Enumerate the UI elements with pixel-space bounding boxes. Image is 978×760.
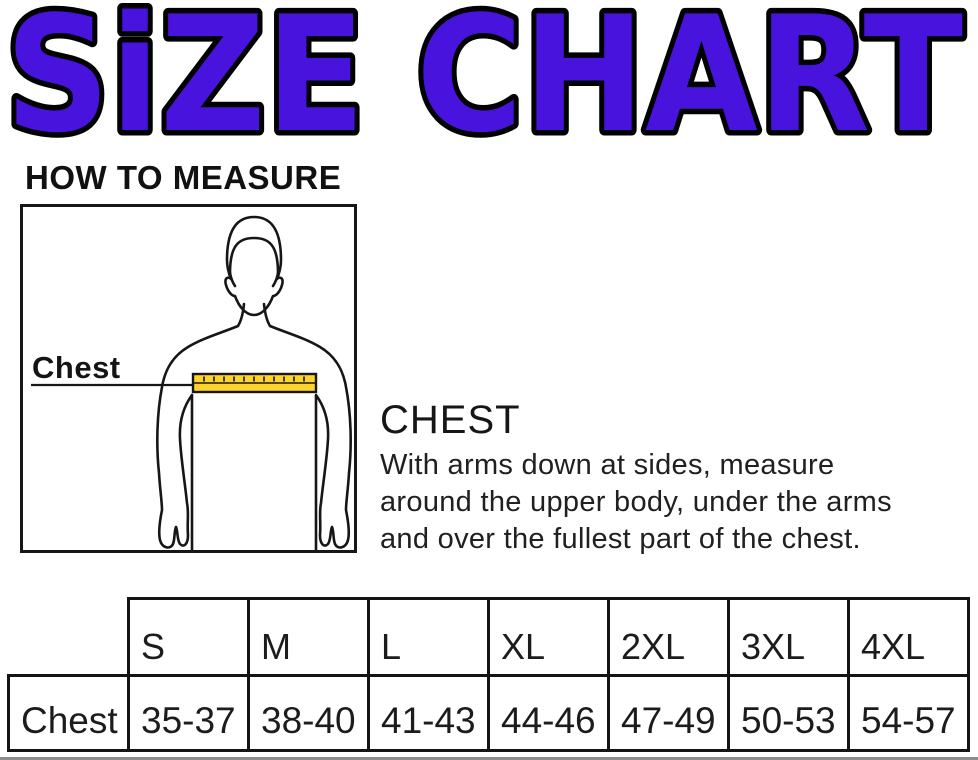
measurement-figure-box: Chest bbox=[20, 204, 357, 553]
left-body-outline bbox=[156, 302, 246, 550]
chest-section-heading: CHEST bbox=[380, 398, 521, 442]
header-cell-xl: XL bbox=[487, 597, 610, 677]
chest-value-m: 38-40 bbox=[247, 674, 370, 752]
how-to-measure-heading: HOW TO MEASURE bbox=[25, 159, 342, 196]
hair-side-left bbox=[228, 271, 237, 288]
torso-diagram: Chest bbox=[31, 215, 352, 550]
table-spacer-cell bbox=[9, 599, 129, 676]
instruction-line: With arms down at sides, measure bbox=[380, 449, 835, 481]
chest-value-xl: 44-46 bbox=[487, 674, 610, 752]
header-cell-l: L bbox=[367, 597, 490, 677]
chest-value-s: 35-37 bbox=[127, 674, 250, 752]
size-table-data-row: Chest 35-37 38-40 41-43 44-46 47-49 50-5… bbox=[7, 674, 970, 752]
chest-value-l: 41-43 bbox=[367, 674, 490, 752]
header-cell-3xl: 3XL bbox=[727, 597, 850, 677]
title-banner: SiZE CHART bbox=[0, 0, 969, 152]
chest-value-3xl: 50-53 bbox=[727, 674, 850, 752]
instruction-line: around the upper body, under the arms bbox=[380, 486, 892, 518]
header-cell-2xl: 2XL bbox=[607, 597, 730, 677]
right-body-outline bbox=[262, 302, 352, 550]
tape-ticks bbox=[203, 376, 305, 382]
header-cell-4xl: 4XL bbox=[847, 597, 970, 677]
bottom-crop-line bbox=[0, 757, 978, 760]
row-label-chest: Chest bbox=[7, 674, 130, 752]
chest-pointer-label: Chest bbox=[32, 350, 121, 385]
instruction-line: and over the fullest part of the chest. bbox=[380, 523, 861, 555]
header-cell-m: M bbox=[247, 597, 370, 677]
chest-value-2xl: 47-49 bbox=[607, 674, 730, 752]
size-table-header-row: S M L XL 2XL 3XL 4XL bbox=[9, 597, 970, 677]
hair-side-right bbox=[271, 271, 280, 288]
hairline bbox=[228, 236, 280, 275]
page-title: SiZE CHART bbox=[5, 0, 963, 152]
header-cell-s: S bbox=[127, 597, 250, 677]
head-outline bbox=[224, 215, 284, 317]
chest-value-4xl: 54-57 bbox=[847, 674, 970, 752]
measuring-tape bbox=[191, 372, 318, 394]
size-table: S M L XL 2XL 3XL 4XL Chest 35-37 38-40 4… bbox=[7, 597, 970, 752]
chest-instructions: With arms down at sides, measure around … bbox=[380, 447, 892, 558]
